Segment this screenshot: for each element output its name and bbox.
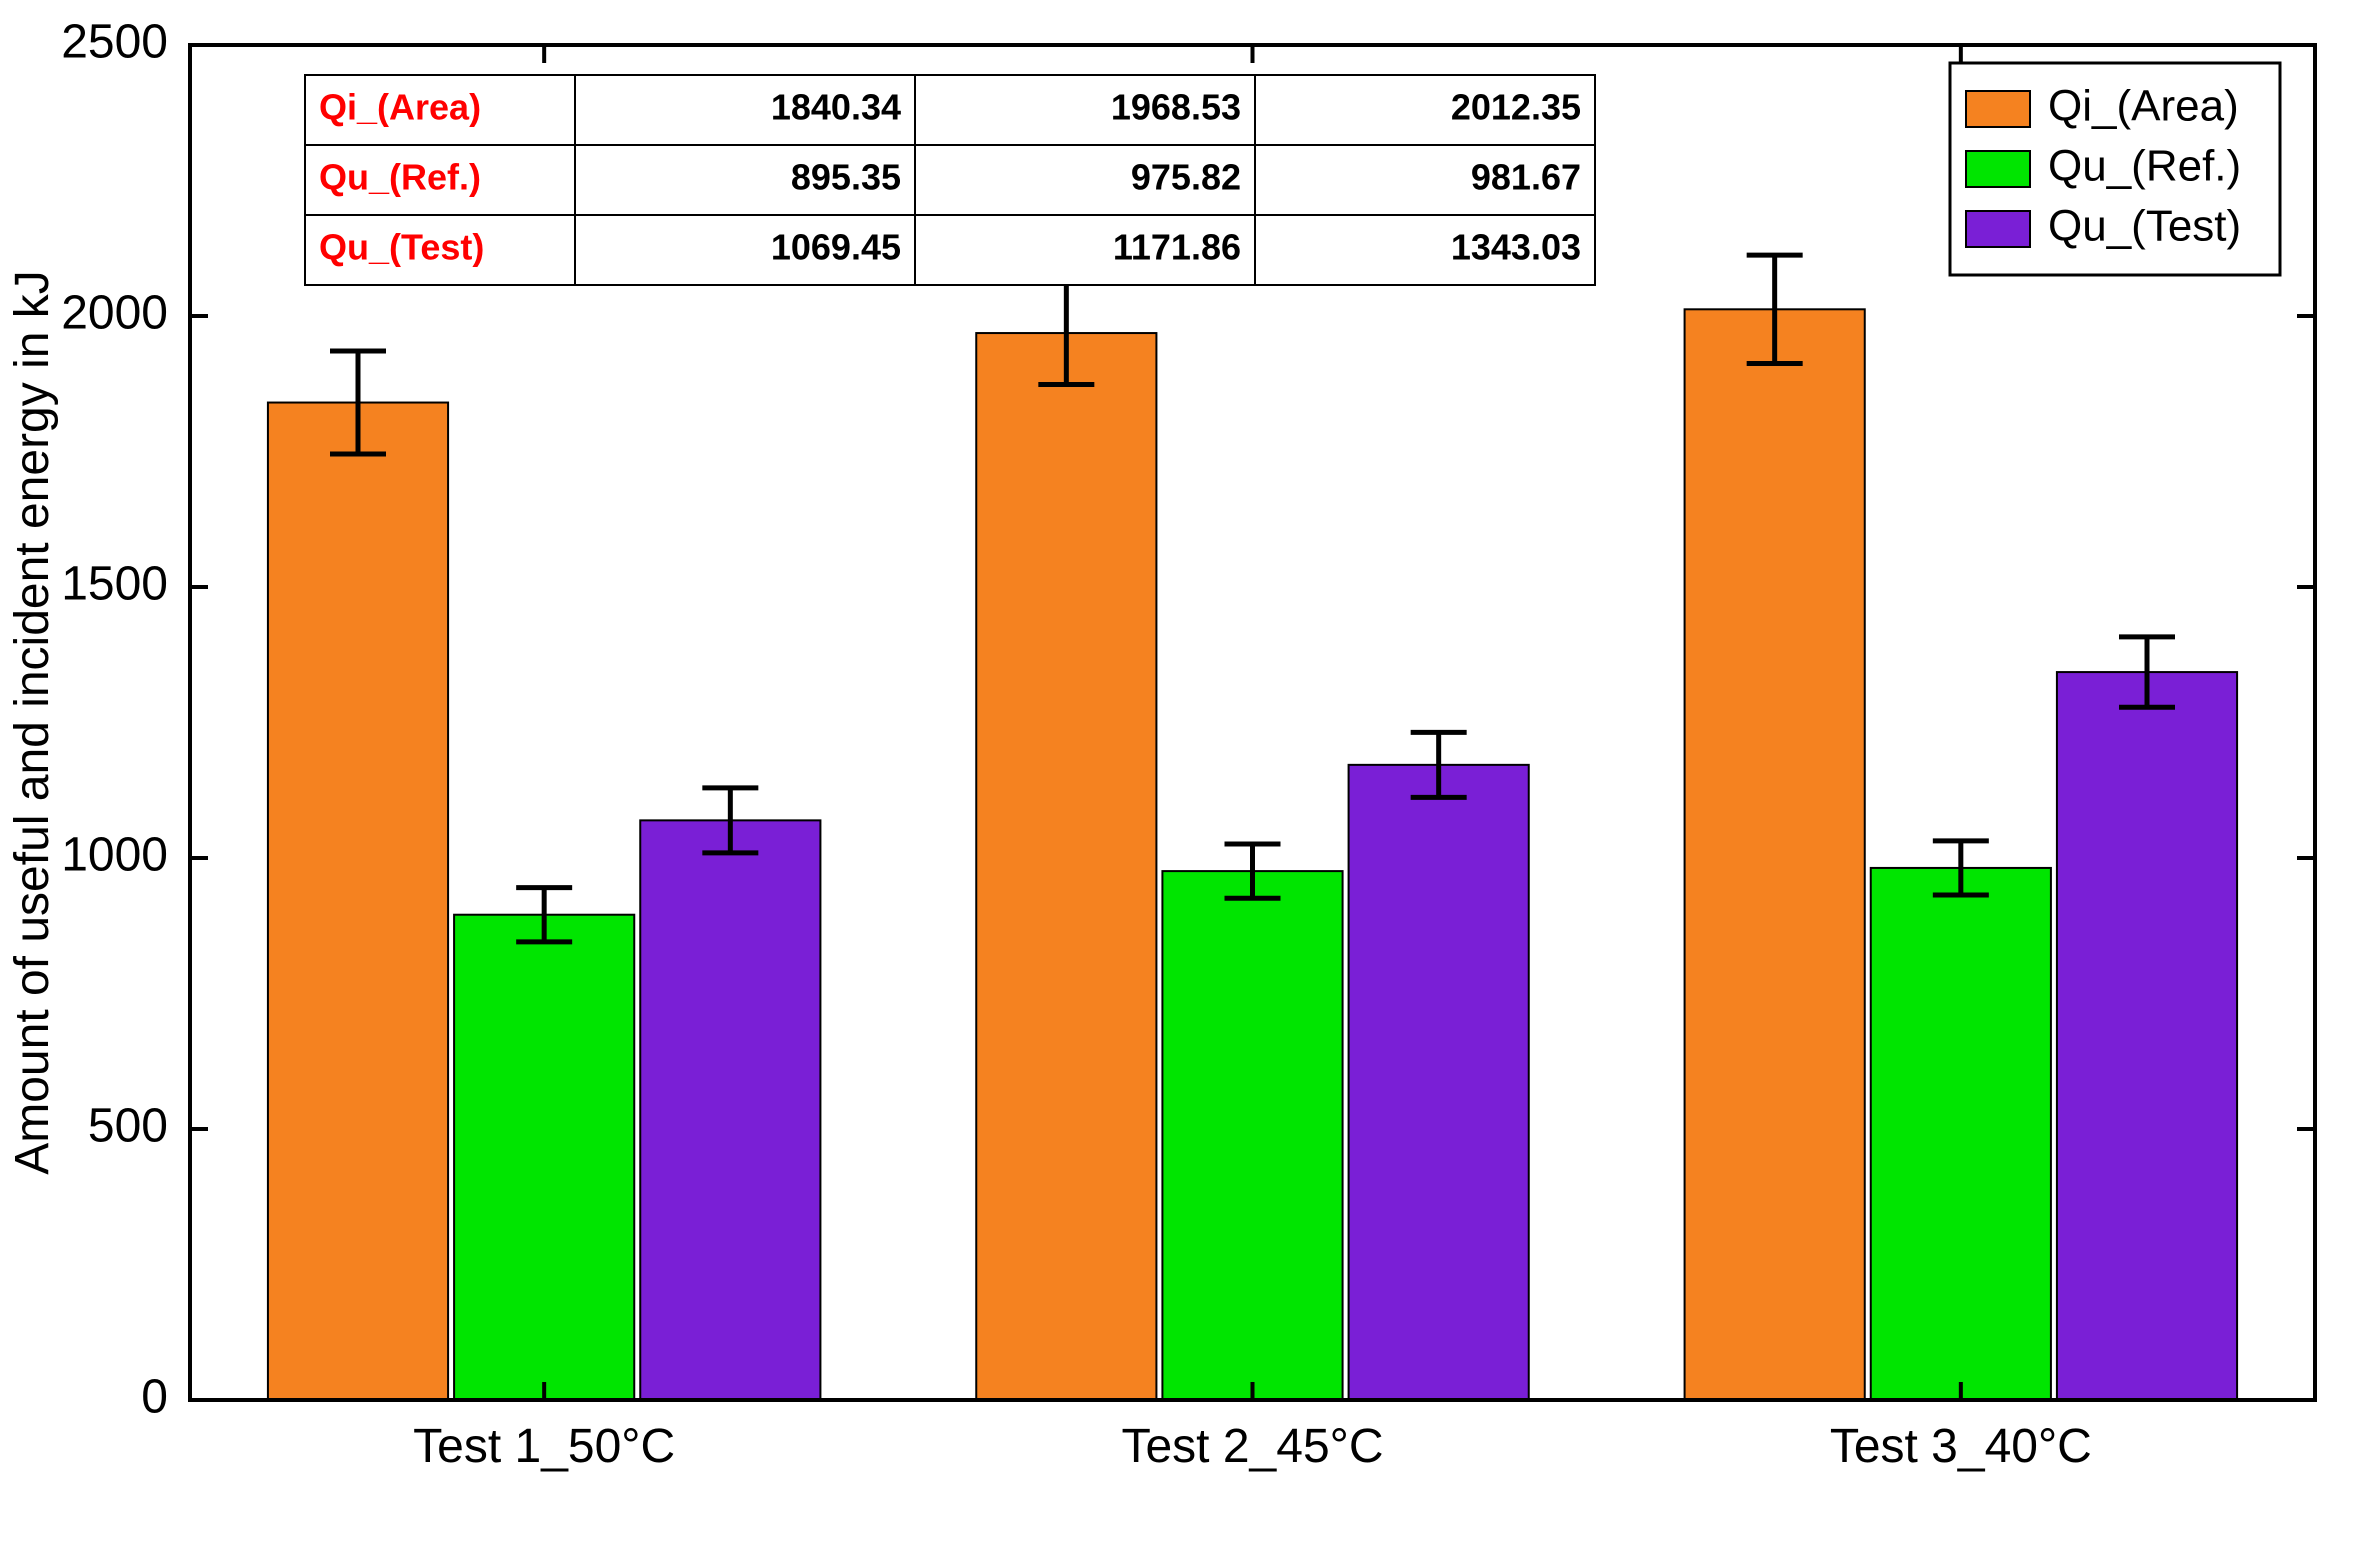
legend-swatch: [1966, 151, 2030, 187]
legend-swatch: [1966, 211, 2030, 247]
legend: Qi_(Area) Qu_(Ref.) Qu_(Test): [1950, 63, 2280, 275]
legend-label: Qi_(Area): [2048, 82, 2239, 131]
data-table-cell: 981.67: [1471, 157, 1581, 198]
bar-qu-ref--2: [1871, 868, 2051, 1400]
y-axis-title: Amount of useful and incident energy in …: [6, 270, 59, 1175]
bar-qi-area--1: [976, 333, 1156, 1400]
data-table-cell: 1968.53: [1111, 87, 1241, 128]
data-table: Qi_(Area) 1840.34 1968.53 2012.35 Qu_(Ref.) 8…: [305, 75, 1595, 285]
data-table-cell: 2012.35: [1451, 87, 1581, 128]
data-table-cell: 1343.03: [1451, 227, 1581, 268]
y-tick-label: 500: [88, 1100, 168, 1153]
bar-qu-test--1: [1349, 765, 1529, 1400]
x-tick-label: Test 3_40°C: [1830, 1420, 2092, 1473]
bar-qu-ref--1: [1162, 871, 1342, 1400]
chart-container: 0 500 1000 1500 2000 2500 Amount of useful and…: [0, 0, 2367, 1556]
y-tick-label: 1000: [61, 829, 168, 882]
data-table-cell: 1171.86: [1113, 227, 1241, 268]
bar-qu-test--0: [640, 820, 820, 1400]
y-tick-label: 0: [141, 1371, 168, 1424]
y-tick-label: 1500: [61, 558, 168, 611]
bar-qu-ref--0: [454, 915, 634, 1400]
data-table-cell: 895.35: [791, 157, 901, 198]
bar-qu-test--2: [2057, 672, 2237, 1400]
data-table-row-label: Qi_(Area): [319, 87, 481, 128]
legend-label: Qu_(Ref.): [2048, 142, 2241, 191]
bar-qi-area--2: [1685, 309, 1865, 1400]
bar-qi-area--0: [268, 403, 448, 1400]
x-tick-label: Test 2_45°C: [1121, 1420, 1383, 1473]
legend-swatch: [1966, 91, 2030, 127]
data-table-cell: 1840.34: [771, 87, 901, 128]
data-table-cell: 975.82: [1131, 157, 1241, 198]
data-table-cell: 1069.45: [771, 227, 901, 268]
x-tick-label: Test 1_50°C: [413, 1420, 675, 1473]
y-tick-label: 2500: [61, 16, 168, 69]
data-table-row-label: Qu_(Ref.): [319, 157, 481, 198]
legend-label: Qu_(Test): [2048, 202, 2241, 251]
data-table-row-label: Qu_(Test): [319, 227, 484, 268]
y-tick-label: 2000: [61, 287, 168, 340]
